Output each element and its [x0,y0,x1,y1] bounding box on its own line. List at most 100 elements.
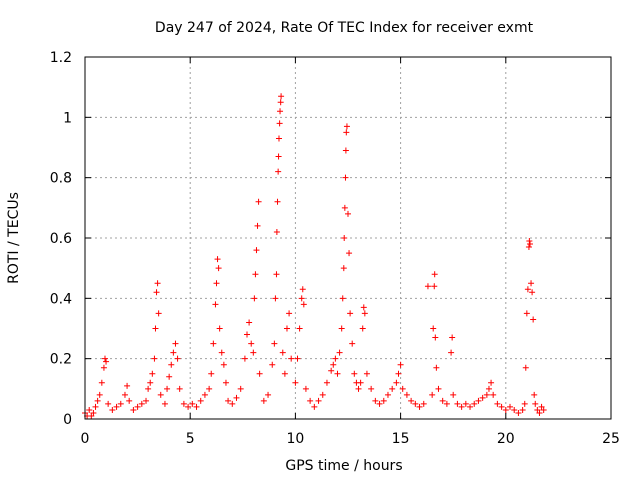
data-point [372,397,379,404]
data-point [94,397,101,404]
plot-frame [84,56,612,420]
data-point [206,385,213,392]
data-point [526,241,533,248]
data-point [233,394,240,401]
data-point [157,391,164,398]
data-point [412,400,419,407]
data-point [338,325,345,332]
data-point [323,379,330,386]
data-point [212,301,219,308]
data-point [265,391,272,398]
data-point [511,406,518,413]
data-point [214,256,221,263]
data-point [521,400,528,407]
data-point [536,409,543,416]
y-tick-label: 0.4 [50,291,72,307]
data-point [96,391,103,398]
data-point [532,400,539,407]
data-point [515,409,522,416]
data-point [105,400,112,407]
data-point [274,198,281,205]
data-point [416,403,423,410]
data-point [342,147,349,154]
data-point [420,400,427,407]
data-point [153,289,160,296]
data-point [502,406,509,413]
data-point [302,385,309,392]
y-tick-label: 0.8 [50,171,72,187]
data-point [300,301,307,308]
y-tick-label: 0.6 [50,231,72,247]
data-point [254,222,261,229]
data-point [197,397,204,404]
data-point [126,397,133,404]
data-point [498,403,505,410]
data-point [260,397,267,404]
data-point [185,403,192,410]
data-point [248,340,255,347]
data-point [275,153,282,160]
data-point [359,325,366,332]
data-point [277,108,284,115]
data-point [252,271,259,278]
data-point [189,400,196,407]
data-point [368,385,375,392]
data-point [180,400,187,407]
data-point [143,397,150,404]
data-point [109,406,116,413]
data-point [403,391,410,398]
data-point [389,385,396,392]
data-point [349,340,356,347]
data-point [334,370,341,377]
data-point [399,385,406,392]
data-point [225,397,232,404]
data-point [278,93,285,100]
data-point [479,394,486,401]
y-axis-label: ROTI / TECUs [6,192,22,284]
data-point [341,235,348,241]
data-point [530,316,537,323]
axis-ticks: 0 5 10 15 20 25 0 0.2 0.4 0.6 0.8 1 1.2 [50,50,620,447]
data-point [113,403,120,410]
x-tick-label: 20 [497,431,515,447]
data-point [220,361,227,368]
data-point [494,400,501,407]
y-tick-label: 1.2 [50,50,72,66]
data-point [210,340,217,347]
data-point [450,391,457,398]
data-point [475,397,482,404]
data-point [134,403,141,410]
data-points [82,93,547,419]
grid [85,57,611,419]
data-point [90,409,97,416]
data-point [336,349,343,356]
y-tick-label: 1 [63,110,72,126]
data-point [467,403,474,410]
data-point [429,391,436,398]
data-point [286,310,293,317]
data-point [448,349,455,356]
data-point [340,265,347,272]
data-point [454,400,461,407]
data-point [272,295,279,302]
x-tick-label: 5 [186,431,195,447]
data-point [439,397,446,404]
data-point [222,379,229,386]
data-point [271,340,278,347]
data-point [485,385,492,392]
data-point [432,334,439,341]
data-point [275,135,282,142]
data-point [328,367,335,374]
data-point [86,406,93,413]
data-point [534,406,541,413]
data-point [351,370,358,377]
data-point [216,325,223,332]
data-point [488,379,495,386]
data-point [525,244,532,251]
data-point [292,379,299,386]
data-point [380,397,387,404]
data-point [522,364,529,371]
data-point [241,355,248,362]
data-point [237,385,244,392]
